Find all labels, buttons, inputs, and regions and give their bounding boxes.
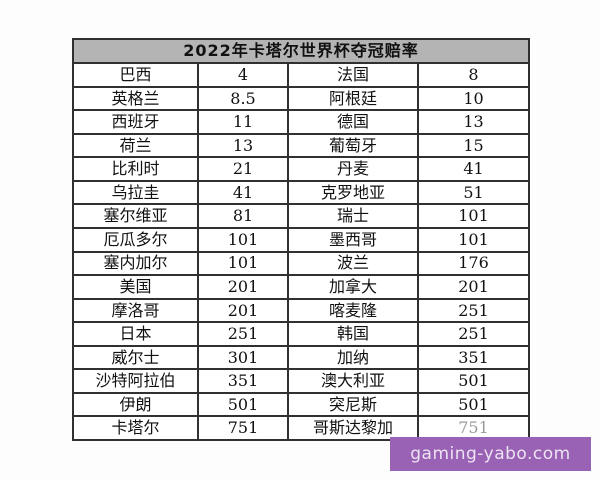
team-name-cell: 波兰 xyxy=(287,250,419,277)
team-name-cell: 日本 xyxy=(72,321,199,347)
odds-value-cell: 101 xyxy=(416,203,531,229)
team-name-cell: 加拿大 xyxy=(287,274,419,300)
team-name-cell: 塞内加尔 xyxy=(72,250,199,277)
table-title: 2022年卡塔尔世界杯夺冠赔率 xyxy=(71,38,531,64)
odds-value-cell: 81 xyxy=(197,203,289,229)
table-row: 摩洛哥 201 喀麦隆 251 xyxy=(72,297,531,324)
table-row: 巴西 4 法国 8 xyxy=(72,62,531,88)
table-row: 日本 251 韩国 251 xyxy=(72,321,531,347)
team-name-cell: 克罗地亚 xyxy=(287,179,419,206)
odds-value-cell: 11 xyxy=(197,109,289,135)
team-name-cell: 威尔士 xyxy=(72,344,199,371)
odds-value-cell: 13 xyxy=(197,132,289,159)
team-name-cell: 美国 xyxy=(72,274,199,300)
odds-value-cell: 15 xyxy=(416,132,531,159)
team-name-cell: 卡塔尔 xyxy=(72,415,199,441)
odds-value-cell: 101 xyxy=(197,250,289,277)
team-name-cell: 墨西哥 xyxy=(287,226,419,253)
table-row: 卡塔尔 751 哥斯达黎加 751 xyxy=(72,415,531,441)
team-name-cell: 厄瓜多尔 xyxy=(72,226,199,253)
team-name-cell: 塞尔维亚 xyxy=(72,203,199,229)
team-name-cell: 英格兰 xyxy=(72,85,199,112)
table-row: 乌拉圭 41 克罗地亚 51 xyxy=(72,179,531,206)
team-name-cell: 葡萄牙 xyxy=(287,132,419,159)
table-title-row: 2022年卡塔尔世界杯夺冠赔率 xyxy=(71,38,531,64)
odds-value-cell: 751 xyxy=(416,415,531,441)
team-name-cell: 加纳 xyxy=(287,344,419,371)
team-name-cell: 韩国 xyxy=(287,321,419,347)
odds-value-cell: 101 xyxy=(416,226,531,253)
team-name-cell: 丹麦 xyxy=(287,156,419,182)
team-name-cell: 摩洛哥 xyxy=(72,297,199,324)
team-name-cell: 德国 xyxy=(287,109,419,135)
odds-value-cell: 301 xyxy=(197,344,289,371)
table-row: 西班牙 11 德国 13 xyxy=(72,109,531,135)
watermark-text: gaming-yabo.com xyxy=(410,444,571,464)
team-name-cell: 阿根廷 xyxy=(287,85,419,112)
odds-value-cell: 251 xyxy=(416,321,531,347)
table-row: 荷兰 13 葡萄牙 15 xyxy=(72,132,531,159)
odds-value-cell: 501 xyxy=(416,368,531,394)
odds-value-cell: 10 xyxy=(416,85,531,112)
odds-table: 2022年卡塔尔世界杯夺冠赔率 巴西 4 法国 8 英格兰 8.5 阿根廷 10… xyxy=(71,38,531,441)
odds-value-cell: 351 xyxy=(416,344,531,371)
team-name-cell: 巴西 xyxy=(72,62,199,88)
team-name-cell: 西班牙 xyxy=(72,109,199,135)
team-name-cell: 法国 xyxy=(287,62,419,88)
team-name-cell: 沙特阿拉伯 xyxy=(72,368,199,394)
team-name-cell: 比利时 xyxy=(72,156,199,182)
odds-value-cell: 351 xyxy=(197,368,289,394)
odds-value-cell: 8.5 xyxy=(197,85,289,112)
team-name-cell: 哥斯达黎加 xyxy=(287,415,419,441)
team-name-cell: 突尼斯 xyxy=(287,391,419,418)
odds-value-cell: 51 xyxy=(416,179,531,206)
odds-value-cell: 251 xyxy=(197,321,289,347)
odds-value-cell: 41 xyxy=(197,179,289,206)
odds-value-cell: 8 xyxy=(416,62,531,88)
team-name-cell: 乌拉圭 xyxy=(72,179,199,206)
odds-value-cell: 201 xyxy=(197,274,289,300)
odds-value-cell: 13 xyxy=(416,109,531,135)
odds-value-cell: 501 xyxy=(197,391,289,418)
odds-table-body: 巴西 4 法国 8 英格兰 8.5 阿根廷 10 西班牙 11 德国 13 荷兰… xyxy=(72,62,531,441)
table-row: 美国 201 加拿大 201 xyxy=(72,274,531,300)
table-row: 伊朗 501 突尼斯 501 xyxy=(72,391,531,418)
table-row: 沙特阿拉伯 351 澳大利亚 501 xyxy=(72,368,531,394)
team-name-cell: 瑞士 xyxy=(287,203,419,229)
table-row: 厄瓜多尔 101 墨西哥 101 xyxy=(72,226,531,253)
odds-value-cell: 201 xyxy=(416,274,531,300)
table-row: 比利时 21 丹麦 41 xyxy=(72,156,531,182)
odds-value-cell: 751 xyxy=(197,415,289,441)
table-row: 威尔士 301 加纳 351 xyxy=(72,344,531,371)
odds-value-cell: 41 xyxy=(416,156,531,182)
table-row: 塞内加尔 101 波兰 176 xyxy=(72,250,531,277)
odds-value-cell: 176 xyxy=(416,250,531,277)
team-name-cell: 澳大利亚 xyxy=(287,368,419,394)
table-row: 塞尔维亚 81 瑞士 101 xyxy=(72,203,531,229)
odds-value-cell: 501 xyxy=(416,391,531,418)
odds-value-cell: 251 xyxy=(416,297,531,324)
table-row: 英格兰 8.5 阿根廷 10 xyxy=(72,85,531,112)
odds-value-cell: 21 xyxy=(197,156,289,182)
team-name-cell: 伊朗 xyxy=(72,391,199,418)
odds-value-cell: 101 xyxy=(197,226,289,253)
watermark-banner: gaming-yabo.com xyxy=(390,437,591,471)
team-name-cell: 荷兰 xyxy=(72,132,199,159)
team-name-cell: 喀麦隆 xyxy=(287,297,419,324)
odds-value-cell: 201 xyxy=(197,297,289,324)
odds-value-cell: 4 xyxy=(197,62,289,88)
